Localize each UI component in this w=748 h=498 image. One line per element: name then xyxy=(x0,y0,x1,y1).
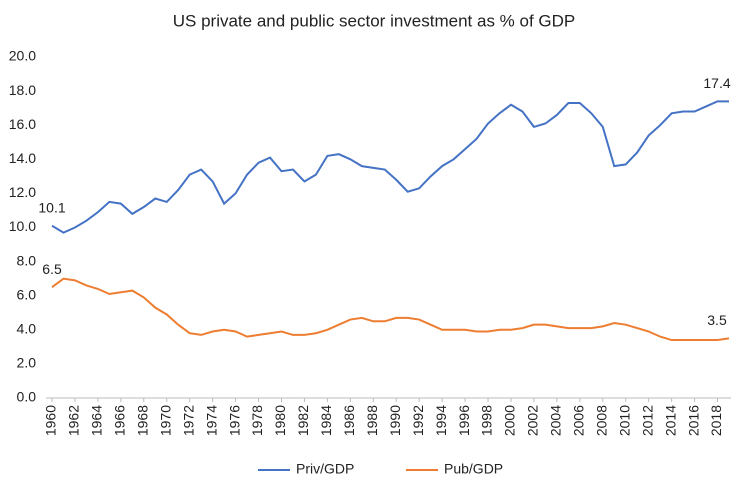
x-tick-label: 1974 xyxy=(203,405,219,436)
x-tick-label: 1994 xyxy=(433,405,449,436)
x-tick-label: 1988 xyxy=(364,405,380,436)
x-tick-label: 2006 xyxy=(571,405,587,436)
data-label: 10.1 xyxy=(38,199,65,215)
x-tick-label: 2002 xyxy=(525,405,541,436)
x-tick-label: 1966 xyxy=(112,405,128,436)
y-tick-label: 4.0 xyxy=(17,321,37,337)
x-tick-label: 1978 xyxy=(249,405,265,436)
series-line xyxy=(51,100,729,234)
y-tick-label: 8.0 xyxy=(17,252,37,268)
x-tick-label: 2012 xyxy=(639,405,655,436)
y-tick-label: 10.0 xyxy=(9,218,36,234)
data-label: 3.5 xyxy=(707,312,727,328)
x-tick-label: 1962 xyxy=(66,405,82,436)
x-tick-label: 1968 xyxy=(134,405,150,436)
legend-label: Pub/GDP xyxy=(444,461,503,477)
x-tick-label: 2000 xyxy=(502,405,518,436)
x-tick-label: 2010 xyxy=(616,405,632,436)
y-tick-label: 0.0 xyxy=(17,389,37,405)
x-tick-label: 2014 xyxy=(662,405,678,436)
x-tick-label: 1992 xyxy=(410,405,426,436)
x-tick-label: 1964 xyxy=(89,405,105,436)
x-tick-label: 1984 xyxy=(318,405,334,436)
series-line xyxy=(51,277,730,342)
x-tick-label: 1986 xyxy=(341,405,357,436)
x-tick-label: 2018 xyxy=(708,405,724,436)
x-tick-label: 1982 xyxy=(295,405,311,436)
y-tick-label: 12.0 xyxy=(9,184,36,200)
y-tick-label: 2.0 xyxy=(17,355,37,371)
x-tick-label: 2004 xyxy=(548,405,564,436)
x-tick-label: 2008 xyxy=(593,405,609,436)
y-tick-label: 18.0 xyxy=(9,82,36,98)
x-tick-label: 1976 xyxy=(226,405,242,436)
y-tick-label: 16.0 xyxy=(9,116,36,132)
legend-label: Priv/GDP xyxy=(296,461,354,477)
x-tick-label: 1972 xyxy=(180,405,196,436)
data-label: 17.4 xyxy=(703,75,730,91)
y-tick-label: 14.0 xyxy=(9,150,36,166)
y-tick-label: 6.0 xyxy=(17,286,37,302)
x-tick-label: 1960 xyxy=(43,405,59,436)
chart-title: US private and public sector investment … xyxy=(173,11,576,30)
x-tick-label: 1990 xyxy=(387,405,403,436)
x-tick-label: 1980 xyxy=(272,405,288,436)
data-label: 6.5 xyxy=(42,261,62,277)
y-tick-label: 20.0 xyxy=(9,48,36,64)
x-tick-label: 1998 xyxy=(479,405,495,436)
x-tick-label: 1996 xyxy=(456,405,472,436)
x-tick-label: 1970 xyxy=(157,405,173,436)
x-tick-label: 2016 xyxy=(685,405,701,436)
